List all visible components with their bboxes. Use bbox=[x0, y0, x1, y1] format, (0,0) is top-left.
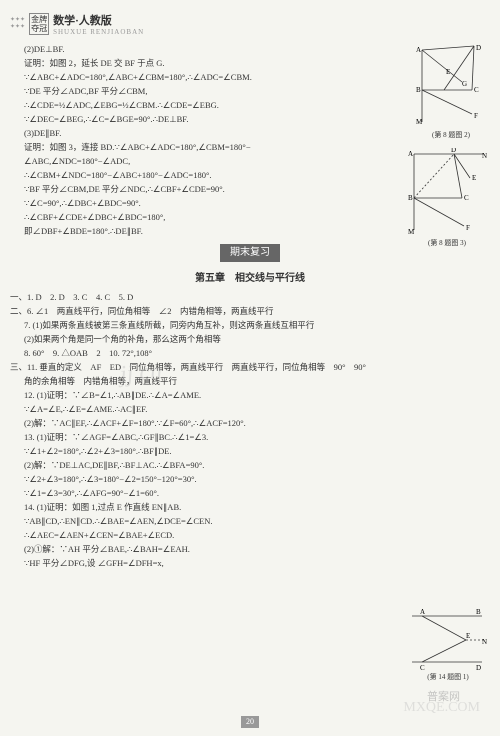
svg-text:N: N bbox=[482, 152, 487, 160]
deco-icon: ✦✦✦✦✦✦ bbox=[10, 17, 25, 31]
figure-2-caption: (第 8 题图 2) bbox=[414, 130, 488, 140]
sec2-l4: 8. 60° 9. △OAB 2 10. 72°,108° bbox=[10, 346, 490, 360]
geometry-diagram-3-icon: A D N E B C M F bbox=[406, 148, 488, 238]
sec1-line: 一、1. D 2. D 3. C 4. C 5. D bbox=[10, 290, 490, 304]
svg-text:B: B bbox=[416, 86, 421, 94]
sec3-l10: ∵∠1=∠3=30°,∴∠AFG=90°−∠1=60°. bbox=[10, 486, 490, 500]
sec3-l11: 14. (1)证明：如图 1,过点 E 作直线 EN∥AB. bbox=[10, 500, 490, 514]
sec2-l2: 7. (1)如果两条直线被第三条直线所截，同旁内角互补，则这两条直线互相平行 bbox=[10, 318, 490, 332]
review-title: 期末复习 bbox=[220, 244, 280, 262]
svg-text:B: B bbox=[408, 194, 413, 202]
sec3-l6: 13. (1)证明：∵∠AGF=∠ABC,∴GF∥BC.∴∠1=∠3. bbox=[10, 430, 490, 444]
page-header: ✦✦✦✦✦✦ 金牌 夺冠 数学·人教版 SHUXUE RENJIAOBAN bbox=[10, 12, 490, 36]
sec3-l8: (2)解：∵DE⊥AC,DE∥BF,∴BF⊥AC.∴∠BFA=90°. bbox=[10, 458, 490, 472]
subject-block: 数学·人教版 SHUXUE RENJIAOBAN bbox=[53, 12, 144, 36]
figure-3: A D N E B C M F (第 8 题图 3) bbox=[406, 148, 488, 248]
geometry-diagram-14-icon: A B E N C D bbox=[408, 608, 488, 672]
svg-text:A: A bbox=[408, 150, 413, 158]
svg-text:M: M bbox=[416, 118, 423, 126]
svg-text:C: C bbox=[420, 664, 425, 672]
sec2-l1: 二、6. ∠1 两直线平行，同位角相等 ∠2 内错角相等，两直线平行 bbox=[10, 304, 490, 318]
sec3-l12: ∵AB∥CD,∴EN∥CD.∴∠BAE=∠AEN,∠DCE=∠CEN. bbox=[10, 514, 490, 528]
svg-text:D: D bbox=[476, 44, 481, 52]
geometry-diagram-2-icon: A D B C E G M F bbox=[414, 42, 488, 130]
svg-text:E: E bbox=[472, 174, 476, 182]
page-number: 20 bbox=[241, 716, 259, 728]
figure-3-caption: (第 8 题图 3) bbox=[406, 238, 488, 248]
figure-14: A B E N C D (第 14 题图 1) bbox=[408, 608, 488, 682]
sec3-l2: 角的余角相等 内错角相等，两直线平行 bbox=[10, 374, 490, 388]
figure-2: A D B C E G M F (第 8 题图 2) bbox=[414, 42, 488, 140]
figure-14-caption: (第 14 题图 1) bbox=[408, 672, 488, 682]
svg-text:G: G bbox=[462, 80, 467, 88]
sec3-l15: ∵HF 平分∠DFG,设 ∠GFH=∠DFH=x, bbox=[10, 556, 490, 570]
sec3-l4: ∵∠A=∠E,∴∠E=∠AME.∴AC∥EF. bbox=[10, 402, 490, 416]
sec3-l3: 12. (1)证明：∵∠B=∠1,∴AB∥DE.∴∠A=∠AME. bbox=[10, 388, 490, 402]
sec3-l14: (2)①解：∵AH 平分∠BAE,∴∠BAH=∠EAH. bbox=[10, 542, 490, 556]
sec3-l1: 三、11. 垂直的定义 AF ED 同位角相等，两直线平行 两直线平行，同位角相… bbox=[10, 360, 490, 374]
sec2-l3: (2)如果两个角是同一个角的补角，那么这两个角相等 bbox=[10, 332, 490, 346]
svg-text:M: M bbox=[408, 228, 415, 236]
svg-text:N: N bbox=[482, 638, 487, 646]
sec3-l7: ∵∠1+∠2=180°,∴∠2+∠3=180°.∴BF∥DE. bbox=[10, 444, 490, 458]
svg-text:D: D bbox=[476, 664, 481, 672]
svg-text:F: F bbox=[474, 112, 478, 120]
watermark-2: MXQE.COM bbox=[403, 700, 480, 716]
logo-text-top: 金牌 bbox=[31, 15, 47, 24]
subject-pinyin: SHUXUE RENJIAOBAN bbox=[53, 28, 144, 36]
svg-text:A: A bbox=[420, 608, 425, 616]
subject-title: 数学·人教版 bbox=[53, 12, 144, 28]
svg-text:E: E bbox=[466, 632, 470, 640]
brand-logo: 金牌 夺冠 bbox=[29, 13, 49, 35]
svg-text:C: C bbox=[464, 194, 469, 202]
sec3-l9: ∵∠2+∠3=180°,∴∠3=180°−∠2=150°−120°=30°. bbox=[10, 472, 490, 486]
logo-text-bot: 夺冠 bbox=[31, 24, 47, 33]
sec3-l13: ∴∠AEC=∠AEN+∠CEN=∠BAE+∠ECD. bbox=[10, 528, 490, 542]
watermark-3: 普案网 bbox=[427, 688, 460, 704]
svg-text:A: A bbox=[416, 46, 421, 54]
svg-text:B: B bbox=[476, 608, 481, 616]
svg-text:F: F bbox=[466, 224, 470, 232]
svg-text:E: E bbox=[446, 68, 450, 76]
sec3-l5: (2)解：∵AC∥EF,∴∠ACF+∠F=180°.∵∠F=60°,∴∠ACF=… bbox=[10, 416, 490, 430]
chapter-title: 第五章 相交线与平行线 bbox=[10, 272, 490, 286]
svg-text:D: D bbox=[451, 148, 456, 154]
svg-text:C: C bbox=[474, 86, 479, 94]
